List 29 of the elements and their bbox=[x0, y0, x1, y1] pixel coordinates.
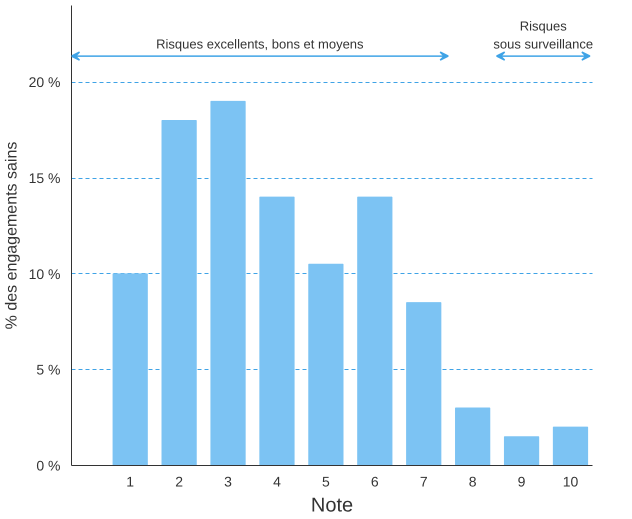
x-tick-label: 10 bbox=[562, 474, 578, 490]
y-tick-label: 20 % bbox=[28, 74, 61, 90]
bar bbox=[162, 120, 197, 466]
x-tick-label: 6 bbox=[370, 474, 379, 490]
x-tick-label: 2 bbox=[175, 474, 184, 490]
x-tick-label: 7 bbox=[420, 474, 428, 490]
y-tick-label: 10 % bbox=[28, 266, 61, 282]
bar bbox=[504, 436, 540, 466]
x-tick-label: 9 bbox=[518, 474, 526, 490]
x-tick-label: 4 bbox=[273, 474, 282, 490]
y-tick-label: 5 % bbox=[36, 362, 60, 378]
bar bbox=[210, 100, 246, 466]
bar bbox=[259, 196, 295, 466]
x-tick-label: 3 bbox=[224, 474, 232, 490]
x-tick-label: 5 bbox=[322, 474, 330, 490]
bar bbox=[357, 196, 392, 466]
x-tick-label: 8 bbox=[468, 474, 477, 490]
bar bbox=[308, 264, 344, 466]
x-tick-label: 1 bbox=[126, 474, 134, 490]
y-tick-label: 15 % bbox=[28, 170, 61, 186]
annotation: Risques sous surveillance bbox=[493, 18, 594, 52]
y-axis-title: % des engagements sains bbox=[4, 142, 21, 330]
bar bbox=[552, 426, 588, 466]
annotation: Risques excellents, bons et moyens bbox=[156, 36, 364, 52]
bar bbox=[455, 408, 490, 466]
y-tick-label: 0 % bbox=[36, 458, 60, 474]
x-axis-title: Note bbox=[310, 494, 354, 516]
bar bbox=[112, 273, 148, 466]
bar bbox=[406, 302, 442, 466]
